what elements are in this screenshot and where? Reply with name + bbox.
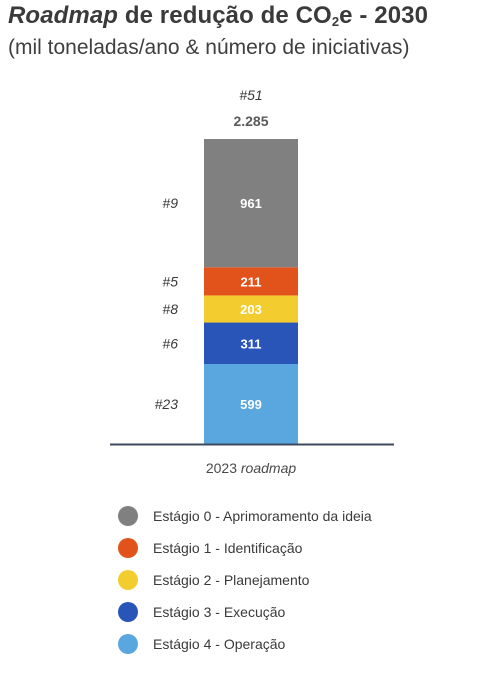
legend-swatch xyxy=(118,506,138,526)
bar-value-label: 961 xyxy=(240,196,262,211)
initiative-count-label: #23 xyxy=(155,396,179,412)
initiative-count-label: #9 xyxy=(162,195,178,211)
initiative-count-label: #5 xyxy=(162,273,178,289)
bar-value-label: 211 xyxy=(241,274,262,289)
chart-title-rest: e - 2030 xyxy=(339,2,429,29)
legend-swatch xyxy=(118,570,138,590)
legend-label: Estágio 2 - Planejamento xyxy=(153,572,310,588)
bar-segment xyxy=(204,364,298,444)
chart-title: Roadmap de redução de CO2e - 2030 xyxy=(8,2,428,30)
bar-segment xyxy=(204,295,298,323)
legend-item: Estágio 0 - Aprimoramento da ideia xyxy=(118,500,372,532)
legend-swatch xyxy=(118,634,138,654)
total-value-label: 2.285 xyxy=(233,113,268,129)
bar-segment xyxy=(204,139,298,268)
legend-label: Estágio 0 - Aprimoramento da ideia xyxy=(153,508,372,524)
bar-value-label: 599 xyxy=(240,397,262,412)
initiative-count-label: #8 xyxy=(162,301,178,317)
legend-item: Estágio 1 - Identificação xyxy=(118,532,372,564)
category-label: 2023 roadmap xyxy=(206,460,297,476)
chart-title-main: de redução de CO xyxy=(118,2,332,29)
bar-segment xyxy=(204,322,298,365)
legend-item: Estágio 4 - Operação xyxy=(118,628,372,660)
bar-segment xyxy=(204,267,298,296)
legend-item: Estágio 2 - Planejamento xyxy=(118,564,372,596)
chart-title-italic: Roadmap xyxy=(8,2,119,29)
legend-swatch xyxy=(118,538,138,558)
total-count-label: #51 xyxy=(239,87,262,103)
chart-legend: Estágio 0 - Aprimoramento da ideia Estági… xyxy=(118,500,372,660)
initiative-count-label: #6 xyxy=(162,335,178,351)
legend-label: Estágio 1 - Identificação xyxy=(153,540,303,556)
chart-title-subscript: 2 xyxy=(331,14,340,29)
legend-item: Estágio 3 - Execução xyxy=(118,596,372,628)
stacked-bar-chart: 599 #23 311 #6 203 #8 211 #5 961 #9 #51 2.285 2023 r… xyxy=(110,87,394,476)
bar-value-label: 311 xyxy=(241,336,262,351)
chart-subtitle: (mil toneladas/ano & número de iniciativ… xyxy=(8,36,410,59)
legend-swatch xyxy=(118,602,138,622)
legend-label: Estágio 3 - Execução xyxy=(153,604,286,620)
legend-label: Estágio 4 - Operação xyxy=(153,636,286,652)
bar-value-label: 203 xyxy=(240,302,262,317)
